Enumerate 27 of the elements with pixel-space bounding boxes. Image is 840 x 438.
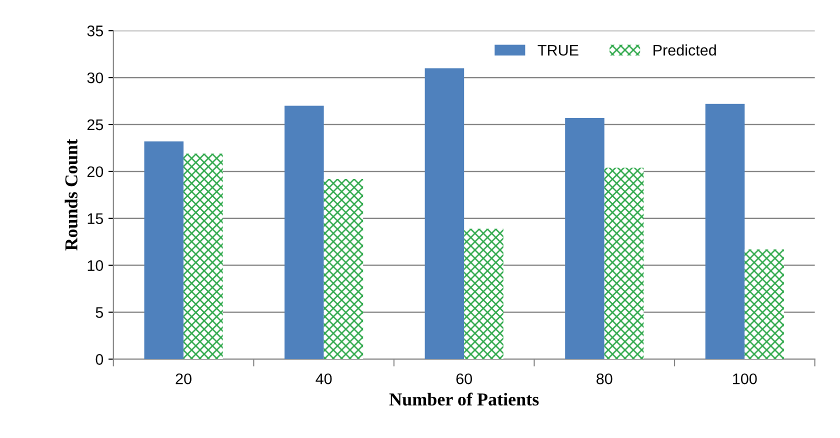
- y-tick-label: 20: [87, 166, 104, 178]
- y-tick-label: 35: [87, 26, 104, 36]
- y-tick-label: 5: [96, 307, 104, 318]
- y-tick-label: 0: [96, 354, 104, 365]
- x-tick-label: 80: [596, 373, 612, 384]
- y-tick-label: 25: [87, 119, 104, 130]
- x-tick-label: 20: [176, 373, 192, 384]
- bar: [324, 178, 364, 360]
- bar: [424, 68, 464, 360]
- x-tick-label: 40: [316, 373, 332, 384]
- bar: [604, 168, 644, 360]
- y-tick-label: 10: [88, 260, 104, 271]
- y-axis-title: Rounds Count: [64, 139, 78, 251]
- bar: [705, 104, 745, 360]
- x-tick-label: 60: [456, 373, 472, 384]
- bar: [144, 141, 184, 360]
- legend-label: TRUE: [538, 44, 578, 56]
- bar: [184, 154, 223, 360]
- x-axis-title: Number of Patients: [389, 392, 539, 406]
- x-tick-label: 100: [733, 373, 757, 384]
- bar: [464, 228, 504, 360]
- bar: [565, 118, 604, 360]
- bar: [744, 249, 784, 360]
- legend-label: Predicted: [654, 44, 716, 56]
- y-tick-label: 30: [87, 72, 104, 84]
- y-tick-label: 15: [88, 213, 104, 224]
- bar: [284, 106, 324, 360]
